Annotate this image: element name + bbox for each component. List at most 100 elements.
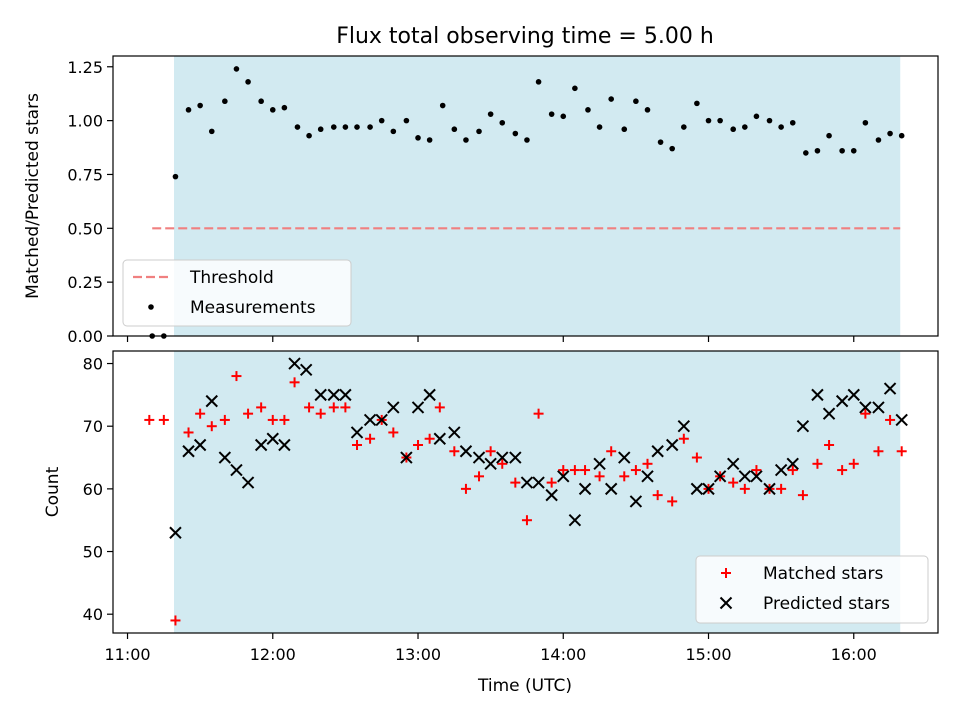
matched-star-point xyxy=(485,446,496,457)
predicted-star-point xyxy=(241,476,255,489)
predicted-star-point xyxy=(472,451,486,464)
measurement-point xyxy=(245,79,251,85)
measurement-point xyxy=(487,111,494,117)
measurement-point xyxy=(306,132,312,139)
matched-star-point xyxy=(460,483,471,494)
matched-star-point xyxy=(279,414,290,425)
axes-frame xyxy=(112,350,939,634)
predicted-star-point xyxy=(520,476,534,489)
predicted-star-point xyxy=(327,388,340,402)
matched-star-point xyxy=(144,414,155,425)
predicted-star-point xyxy=(726,457,740,471)
legend-measurements-label: Measurements xyxy=(190,298,316,318)
measurement-point xyxy=(657,139,664,145)
matched-star-point xyxy=(739,483,750,494)
predicted-star-point xyxy=(350,426,364,439)
matched-star-point xyxy=(812,458,823,469)
predicted-star-point xyxy=(459,445,473,458)
matched-star-point xyxy=(256,402,267,413)
y-tick-label: 0.00 xyxy=(67,327,103,346)
matched-star-point xyxy=(170,615,181,626)
y-tick-label: 40 xyxy=(83,605,103,624)
matched-star-point xyxy=(873,446,884,457)
predicted-star-point xyxy=(218,451,232,464)
measurement-point xyxy=(585,107,591,113)
legend-predicted-swatch xyxy=(719,596,733,610)
predicted-star-point xyxy=(665,438,679,452)
measurement-point xyxy=(378,117,385,124)
measurement-point xyxy=(390,128,397,135)
matched-star-point xyxy=(315,408,326,419)
x-tick-label: 11:00 xyxy=(104,645,150,664)
matched-star-point xyxy=(497,458,508,469)
matched-star-point xyxy=(776,483,787,494)
matched-star-point xyxy=(619,471,630,482)
measurement-point xyxy=(887,130,893,137)
predicted-star-point xyxy=(847,388,860,402)
predicted-star-point xyxy=(629,495,643,508)
predicted-star-point xyxy=(593,457,606,471)
measurement-point xyxy=(185,107,192,113)
measurement-point xyxy=(644,107,651,113)
x-tick-label: 14:00 xyxy=(540,645,586,664)
matched-star-point xyxy=(797,490,808,501)
predicted-star-point xyxy=(557,470,570,483)
y-tick-label: 1.00 xyxy=(67,112,103,131)
measurement-point xyxy=(789,119,796,126)
measurement-point xyxy=(621,126,628,133)
x-tick-label: 15:00 xyxy=(685,645,731,664)
measurement-point xyxy=(172,173,179,180)
x-axis-label: Time (UTC) xyxy=(477,676,572,696)
matched-star-point xyxy=(558,465,569,476)
matched-star-point xyxy=(183,427,194,438)
bottom-panel: 11:00 12:00 13:00 14:00 15:00 16:00 40 50 60 70 80… xyxy=(43,350,939,664)
predicted-star-point xyxy=(774,463,788,477)
predicted-star-point xyxy=(618,451,631,464)
matched-star-point xyxy=(352,440,363,450)
measurement-point xyxy=(330,124,337,130)
matched-star-point xyxy=(652,490,663,501)
y-tick-label: 0.50 xyxy=(67,219,103,238)
matched-star-point xyxy=(824,440,835,450)
predicted-star-point xyxy=(230,463,243,477)
matched-star-point xyxy=(388,427,399,438)
measurement-point xyxy=(814,147,821,154)
measurement-point xyxy=(669,145,675,152)
matched-star-point xyxy=(289,377,300,388)
measurement-point xyxy=(403,117,410,124)
measurement-point xyxy=(826,132,832,139)
matched-star-point xyxy=(751,465,762,476)
predicted-star-point xyxy=(677,419,691,433)
matched-star-point xyxy=(580,465,591,476)
matched-star-point xyxy=(691,452,702,463)
predicted-star-point xyxy=(411,401,425,414)
axes-frame xyxy=(112,55,939,337)
measurement-point xyxy=(451,126,458,133)
matched-star-point xyxy=(787,465,798,476)
measurement-point xyxy=(463,137,469,143)
measurement-point xyxy=(753,113,760,120)
matched-star-point xyxy=(449,446,460,457)
predicted-star-point xyxy=(568,513,582,527)
predicted-star-point xyxy=(423,388,436,402)
predicted-star-point xyxy=(883,382,897,395)
measurement-point xyxy=(705,117,712,124)
predicted-star-point xyxy=(375,413,388,427)
measurement-point xyxy=(269,107,276,113)
measurement-point xyxy=(596,124,603,130)
predicted-star-point xyxy=(254,438,268,452)
measurement-point xyxy=(439,102,446,109)
measurement-point xyxy=(694,100,700,107)
measurement-point xyxy=(633,98,639,105)
measurement-point xyxy=(778,124,784,130)
measurement-point xyxy=(512,130,519,137)
legend-threshold-label: Threshold xyxy=(189,268,274,288)
y-tick-label: 0.25 xyxy=(67,273,103,292)
matched-star-point xyxy=(474,471,485,482)
predicted-star-point xyxy=(339,388,352,402)
matched-star-point xyxy=(304,402,315,413)
predicted-star-point xyxy=(859,401,872,414)
predicted-star-point xyxy=(786,457,799,471)
matched-star-point xyxy=(195,408,206,419)
